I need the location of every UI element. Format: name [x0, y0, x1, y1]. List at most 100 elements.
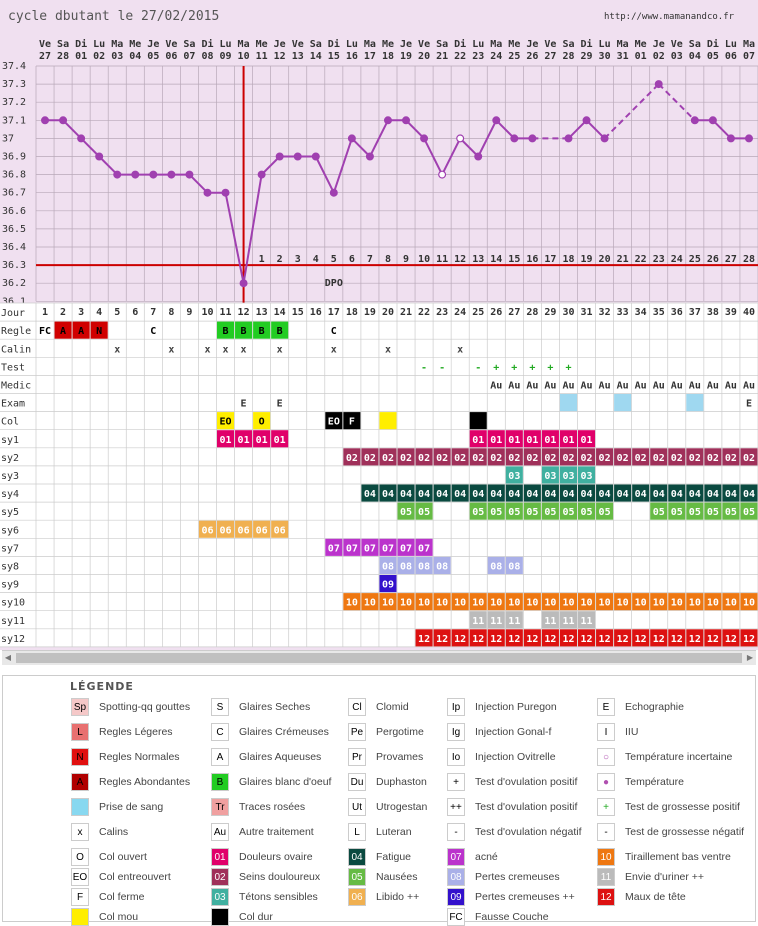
legend-swatch: Ip — [447, 698, 465, 716]
table-cell — [253, 321, 271, 339]
symptom-cell — [686, 502, 704, 520]
symptom-cell-text: 06 — [220, 525, 232, 536]
symptom-cell-text: 04 — [671, 489, 683, 500]
symptom-cell — [559, 629, 577, 647]
symptom-cell — [487, 448, 505, 466]
symptom-cell — [523, 593, 541, 611]
weekday-label: Me — [382, 39, 394, 50]
row-label: sy2 — [1, 453, 19, 464]
symptom-cell-text: 11 — [544, 616, 556, 627]
legend-item: + Test d'ovulation positif — [447, 773, 593, 791]
symptom-cell — [415, 502, 433, 520]
scroll-thumb[interactable] — [16, 653, 742, 663]
symptom-cell — [361, 448, 379, 466]
temperature-point — [690, 116, 699, 125]
weekday-label: Di — [454, 38, 466, 50]
legend-item: Pr Provames — [348, 748, 464, 766]
symptom-cell-text: 10 — [743, 598, 755, 609]
row-label: sy8 — [1, 562, 19, 573]
dpo-number: 28 — [743, 254, 755, 265]
symptom-cell-text: 04 — [508, 489, 520, 500]
symptom-cell — [523, 448, 541, 466]
legend-swatch: 11 — [597, 868, 615, 886]
temperature-point — [474, 152, 483, 161]
temperature-segment — [242, 174, 263, 284]
symptom-cell-text: 02 — [454, 453, 466, 464]
table-cell — [325, 321, 343, 339]
symptom-cell — [740, 502, 758, 520]
symptom-cell-text: 05 — [562, 507, 574, 518]
weekday-label: Sa — [562, 39, 574, 50]
symptom-cell — [578, 430, 596, 448]
horizontal-scrollbar[interactable]: ◀ ▶ — [2, 650, 756, 665]
temperature-point — [654, 80, 663, 89]
scroll-left-icon[interactable]: ◀ — [4, 653, 12, 662]
temperature-point — [420, 134, 429, 143]
temperature-point — [383, 116, 392, 125]
weekday-label: Je — [526, 39, 538, 50]
symptom-cell-text: 12 — [617, 634, 629, 645]
date-label: 13 — [292, 51, 304, 62]
cycle-day-number: 40 — [743, 307, 755, 318]
symptom-cell-text: 12 — [671, 634, 683, 645]
date-label: 06 — [725, 51, 737, 62]
symptom-cell — [559, 502, 577, 520]
temperature-point — [167, 170, 176, 179]
symptom-cell-text: 05 — [725, 507, 737, 518]
y-tick-label: 36.9 — [2, 152, 26, 163]
date-label: 31 — [617, 51, 629, 62]
temperature-segment — [351, 137, 371, 158]
date-label: 02 — [653, 51, 665, 62]
legend-item: Sp Spotting-qq gouttes — [71, 698, 207, 716]
temperature-point — [131, 170, 140, 179]
temperature-segment — [224, 192, 245, 284]
weekday-label: Di — [707, 38, 719, 50]
dpo-number: 2 — [277, 254, 283, 265]
legend-item: O Col ouvert — [71, 848, 207, 866]
temperature-point — [149, 170, 158, 179]
symptom-cell-text: 01 — [472, 435, 484, 446]
legend-swatch: S — [211, 698, 229, 716]
symptom-cell-text: 06 — [201, 525, 213, 536]
symptom-cell-text: 12 — [635, 634, 647, 645]
symptom-cell — [740, 593, 758, 611]
weekday-label: Di — [581, 38, 593, 50]
weekday-label: Lu — [346, 39, 358, 50]
row-label: sy12 — [1, 634, 25, 645]
temperature-segment — [477, 119, 498, 157]
legend-label: Test d'ovulation positif — [475, 775, 578, 788]
dpo-number: 12 — [454, 254, 466, 265]
site-url[interactable]: http://www.mamanandco.fr — [604, 12, 735, 22]
cycle-day-number: 12 — [238, 307, 250, 318]
table-cell-text: B — [259, 326, 265, 337]
table-cell-text: - — [439, 362, 445, 373]
legend-swatch: I — [597, 723, 615, 741]
table-cell — [523, 357, 541, 375]
table-cell — [162, 339, 180, 357]
symptom-cell-text: 07 — [400, 543, 412, 554]
symptom-cell-text: 01 — [544, 435, 556, 446]
symptom-cell — [614, 448, 632, 466]
symptom-cell-text: 05 — [400, 507, 412, 518]
legend-item: Du Duphaston — [348, 773, 464, 791]
symptom-cell-text: 11 — [508, 616, 520, 627]
symptom-cell-text: 12 — [454, 634, 466, 645]
cycle-day-number: 5 — [114, 307, 120, 318]
y-tick-label: 36.5 — [2, 224, 26, 235]
row-label: Medic — [1, 381, 31, 392]
cycle-day-number: 7 — [150, 307, 156, 318]
symptom-cell-text: 03 — [544, 471, 556, 482]
table-cell-text: Au — [617, 381, 629, 392]
temperature-point — [744, 134, 753, 143]
weekday-label: Ve — [544, 39, 556, 50]
legend-label: Prise de sang — [99, 800, 164, 813]
table-cell-text: x — [331, 344, 337, 355]
legend-swatch: N — [71, 748, 89, 766]
symptom-cell-text: 05 — [689, 507, 701, 518]
symptom-cell-text: 10 — [581, 598, 593, 609]
table-cell-text: + — [565, 362, 571, 373]
symptom-cell-text: 02 — [599, 453, 611, 464]
scroll-right-icon[interactable]: ▶ — [746, 653, 754, 662]
table-cell — [668, 375, 686, 393]
table-cell — [343, 412, 361, 430]
